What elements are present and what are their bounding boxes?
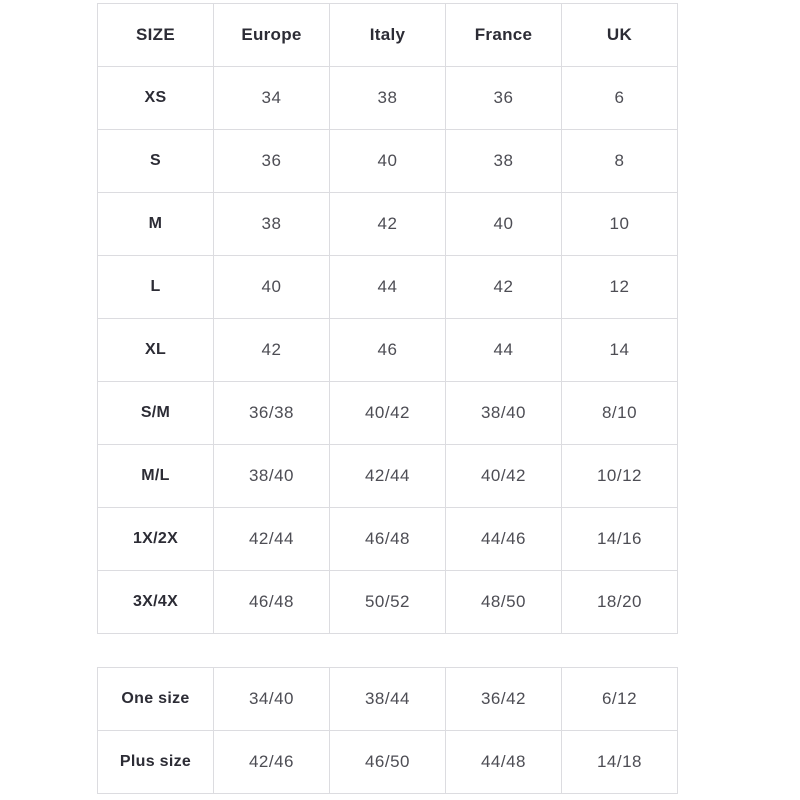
row-label-cell: Plus size [97,730,214,794]
value-cell: 42/44 [213,507,330,571]
value-cell: 14/18 [561,730,678,794]
table-row-3x-4x: 3X/4X 46/48 50/52 48/50 18/20 [97,570,678,634]
row-label-cell: 3X/4X [97,570,214,634]
value-cell: 46/48 [213,570,330,634]
header-cell-europe: Europe [213,3,330,67]
table-row-s: S 36 40 38 8 [97,129,678,193]
value-cell: 38 [329,66,446,130]
value-cell: 42 [213,318,330,382]
row-label-cell: S/M [97,381,214,445]
value-cell: 40 [329,129,446,193]
value-cell: 36 [445,66,562,130]
value-cell: 38/40 [445,381,562,445]
value-cell: 40/42 [329,381,446,445]
value-cell: 36/38 [213,381,330,445]
row-label-cell: One size [97,667,214,731]
value-cell: 46/48 [329,507,446,571]
header-cell-size: SIZE [97,3,214,67]
row-label-cell: S [97,129,214,193]
value-cell: 40 [445,192,562,256]
value-cell: 34 [213,66,330,130]
value-cell: 10 [561,192,678,256]
row-label-cell: M/L [97,444,214,508]
header-cell-uk: UK [561,3,678,67]
value-cell: 44 [445,318,562,382]
value-cell: 44/46 [445,507,562,571]
table-row-l: L 40 44 42 12 [97,255,678,319]
value-cell: 48/50 [445,570,562,634]
value-cell: 44/48 [445,730,562,794]
value-cell: 38/40 [213,444,330,508]
row-label-cell: L [97,255,214,319]
value-cell: 34/40 [213,667,330,731]
value-cell: 36/42 [445,667,562,731]
value-cell: 10/12 [561,444,678,508]
value-cell: 38 [445,129,562,193]
value-cell: 42/46 [213,730,330,794]
table-row-xs: XS 34 38 36 6 [97,66,678,130]
value-cell: 12 [561,255,678,319]
header-cell-france: France [445,3,562,67]
value-cell: 14/16 [561,507,678,571]
value-cell: 8 [561,129,678,193]
value-cell: 40 [213,255,330,319]
value-cell: 50/52 [329,570,446,634]
table-row-m-l: M/L 38/40 42/44 40/42 10/12 [97,444,678,508]
table-header-row: SIZE Europe Italy France UK [97,3,678,67]
value-cell: 42/44 [329,444,446,508]
row-label-cell: XL [97,318,214,382]
value-cell: 42 [329,192,446,256]
table-row-m: M 38 42 40 10 [97,192,678,256]
size-conversion-table: SIZE Europe Italy France UK XS 34 38 36 … [97,3,678,634]
value-cell: 46/50 [329,730,446,794]
value-cell: 36 [213,129,330,193]
header-cell-italy: Italy [329,3,446,67]
row-label-cell: XS [97,66,214,130]
table-row-plus-size: Plus size 42/46 46/50 44/48 14/18 [97,730,678,794]
value-cell: 6 [561,66,678,130]
row-label-cell: 1X/2X [97,507,214,571]
table-row-one-size: One size 34/40 38/44 36/42 6/12 [97,667,678,731]
value-cell: 46 [329,318,446,382]
table-row-xl: XL 42 46 44 14 [97,318,678,382]
special-sizes-table: One size 34/40 38/44 36/42 6/12 Plus siz… [97,667,678,794]
value-cell: 44 [329,255,446,319]
value-cell: 6/12 [561,667,678,731]
table-row-1x-2x: 1X/2X 42/44 46/48 44/46 14/16 [97,507,678,571]
table-row-s-m: S/M 36/38 40/42 38/40 8/10 [97,381,678,445]
value-cell: 38/44 [329,667,446,731]
value-cell: 8/10 [561,381,678,445]
value-cell: 18/20 [561,570,678,634]
value-cell: 42 [445,255,562,319]
row-label-cell: M [97,192,214,256]
value-cell: 38 [213,192,330,256]
value-cell: 14 [561,318,678,382]
value-cell: 40/42 [445,444,562,508]
